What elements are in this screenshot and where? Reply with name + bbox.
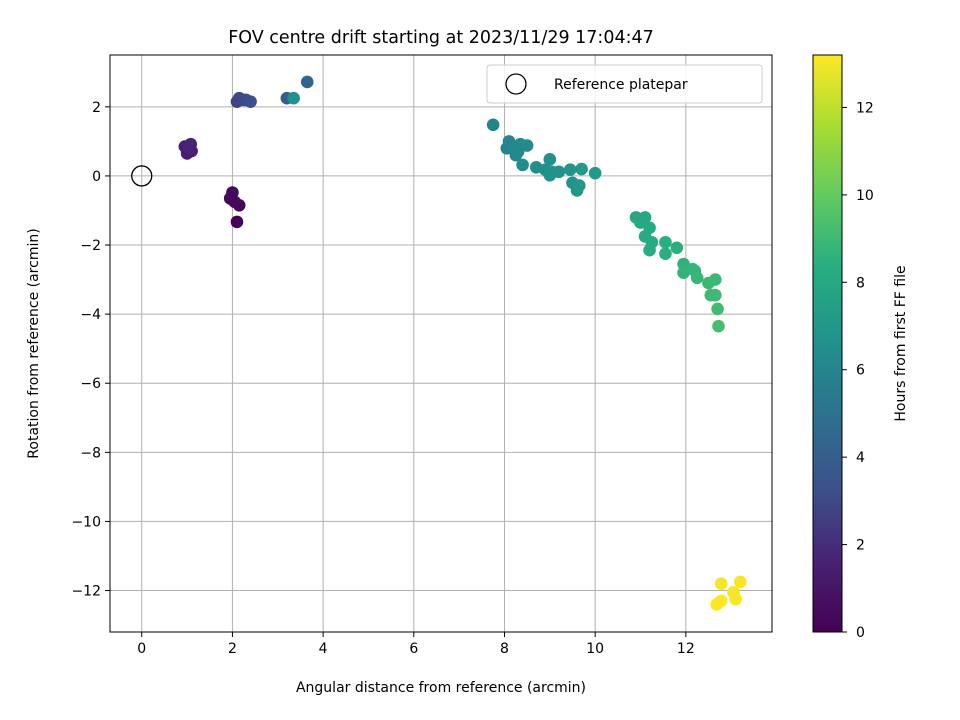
legend-label: Reference platepar: [554, 77, 688, 93]
data-point: [516, 158, 529, 172]
data-point: [643, 243, 656, 257]
colorbar-tick-label: 8: [856, 275, 865, 291]
data-point: [714, 577, 728, 590]
y-tick-label: −12: [71, 584, 101, 600]
data-point: [659, 247, 672, 260]
grid: [110, 55, 772, 632]
colorbar-tick-label: 10: [856, 188, 874, 204]
y-tick-label: −2: [80, 238, 101, 254]
data-point: [575, 162, 588, 176]
data-point: [572, 179, 586, 192]
colorbar-tick-label: 6: [856, 363, 865, 379]
colorbar: 0 2 4 6 8 10 12 Hours from first FF file: [812, 54, 909, 641]
data-point: [659, 235, 672, 249]
colorbar-label: Hours from first FF file: [893, 265, 909, 421]
reference-point: [131, 165, 153, 187]
data-point: [563, 163, 577, 177]
x-tick-label: 4: [319, 641, 328, 657]
data-point: [712, 319, 725, 333]
data-point: [244, 95, 257, 108]
x-tick-label: 2: [228, 641, 237, 657]
data-point: [588, 166, 602, 180]
colorbar-gradient: [812, 54, 843, 633]
data-point: [709, 273, 722, 286]
x-tick-label: 0: [137, 641, 146, 657]
data-point: [733, 575, 747, 589]
y-axis-label: Rotation from reference (arcmin): [26, 228, 42, 458]
colorbar-tick-label: 0: [856, 625, 865, 641]
colorbar-tick-label: 12: [856, 100, 874, 116]
data-point: [552, 165, 566, 179]
data-point: [709, 288, 722, 302]
y-tick-label: 0: [92, 169, 101, 185]
y-tick-label: 2: [92, 100, 101, 116]
data-point: [638, 211, 652, 224]
x-tick-label: 10: [586, 641, 604, 657]
data-point: [543, 153, 557, 166]
y-tick-label: −6: [80, 376, 101, 392]
data-point: [729, 592, 743, 606]
colorbar-ticks: 0 2 4 6 8 10 12: [842, 100, 874, 641]
x-tick-label: 12: [677, 641, 695, 657]
x-tick-label: 6: [409, 641, 418, 657]
chart-title: FOV centre drift starting at 2023/11/29 …: [228, 28, 654, 48]
legend-box: [486, 64, 763, 104]
data-point: [690, 271, 704, 285]
colorbar-tick-label: 2: [856, 538, 865, 554]
legend-reference-marker: [505, 73, 527, 95]
data-point: [287, 91, 300, 105]
data-point: [300, 75, 314, 89]
x-tick-label: 8: [500, 641, 509, 657]
plot-area: 0 2 4 6 8 10 12 2 0 −2 −4 −6 −8 −10 −12: [71, 54, 773, 657]
data-point: [670, 241, 684, 255]
x-axis-label: Angular distance from reference (arcmin): [296, 680, 586, 696]
legend: Reference platepar: [486, 64, 763, 104]
colorbar-tick-label: 4: [856, 450, 865, 466]
data-point: [486, 118, 500, 132]
data-point: [711, 302, 724, 316]
y-tick-label: −4: [80, 307, 101, 323]
data-point: [184, 137, 198, 151]
y-tick-label: −10: [71, 514, 101, 530]
scatter-points: [178, 75, 747, 611]
y-tick-label: −8: [80, 445, 101, 461]
data-point: [509, 148, 523, 162]
data-point: [230, 215, 244, 229]
data-point: [226, 186, 239, 199]
plot-frame: [109, 54, 773, 633]
data-point: [520, 139, 534, 152]
axis-ticks: 0 2 4 6 8 10 12 2 0 −2 −4 −6 −8 −10 −12: [71, 100, 694, 657]
data-point: [710, 598, 723, 611]
